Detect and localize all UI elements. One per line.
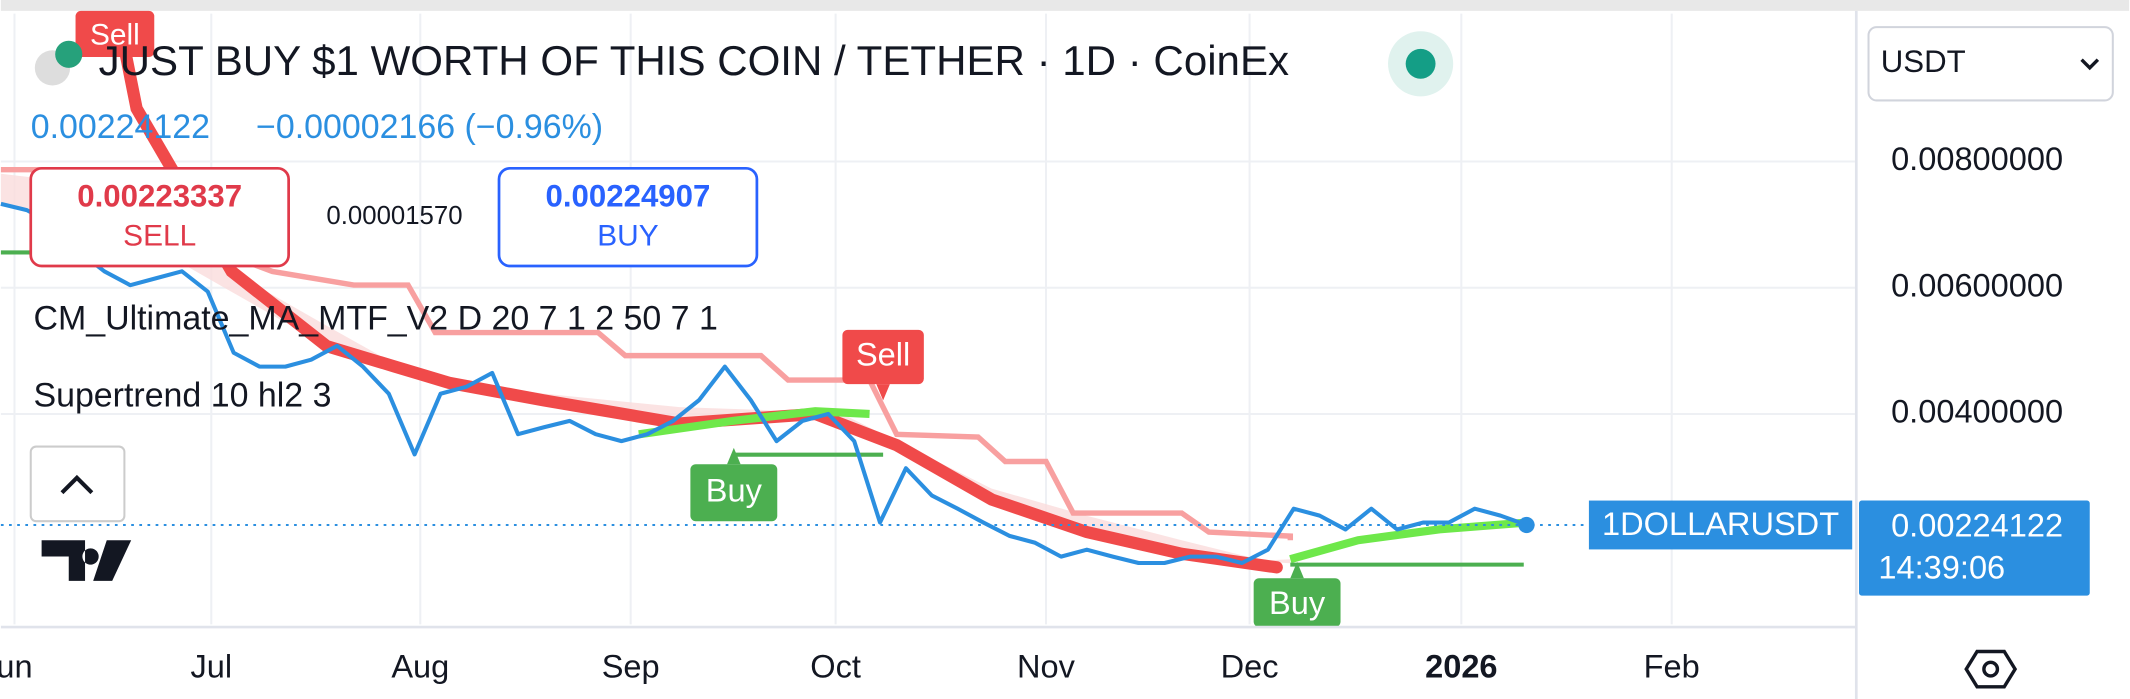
x-tick-label: Aug [391, 649, 449, 685]
signal-label: Buy [1269, 585, 1326, 621]
signal-label: Sell [856, 337, 910, 373]
status-dot [1405, 48, 1436, 79]
buy-price: 0.00224907 [546, 178, 711, 213]
last-price-dot [1518, 516, 1535, 534]
last-price: 0.00224122 [31, 108, 210, 146]
sell-signal: Sell [75, 10, 155, 58]
buy-button[interactable]: 0.00224907 BUY [497, 166, 759, 268]
currency-select[interactable]: USDT [1867, 26, 2114, 102]
indicator-label[interactable]: CM_Ultimate_MA_MTF_V2 D 20 7 1 2 50 7 1 [33, 299, 717, 337]
spread: 0.00001570 [326, 202, 462, 230]
grid [0, 13, 1855, 625]
top-border [0, 0, 2130, 11]
x-tick-label: Dec [1221, 649, 1279, 685]
x-tick-label: Oct [810, 649, 861, 685]
tv-logo [41, 540, 132, 581]
y-tick-label: 0.00600000 [1891, 267, 2063, 303]
sell-label: SELL [123, 219, 196, 252]
symbol-title: JUST BUY $1 WORTH OF THIS COIN / TETHER … [99, 37, 1289, 84]
y-tick-label: 0.00400000 [1891, 394, 2063, 430]
ma-line [116, 34, 1283, 574]
price-change: −0.00002166 (−0.96%) [256, 108, 603, 146]
sell-signal: Sell [842, 329, 924, 401]
buy-signal: Buy [690, 447, 778, 522]
countdown: 14:39:06 [1878, 549, 2005, 585]
buy-signal: Buy [1253, 561, 1341, 628]
sell-price: 0.00223337 [77, 178, 242, 213]
x-tick-label: 2026 [1425, 649, 1497, 685]
currency: USDT [1881, 44, 1966, 79]
x-tick-label: Nov [1017, 649, 1076, 685]
tether-icon [55, 40, 83, 68]
symbol-tag [1588, 500, 1853, 550]
plot [0, 201, 1589, 566]
sell-button[interactable]: 0.00223337 SELL [29, 166, 290, 268]
collapse-button[interactable] [29, 445, 126, 523]
supertrend-up [638, 407, 870, 439]
x-tick-label: Sep [602, 649, 660, 685]
symbol-tag-label: 1DOLLARUSDT [1602, 506, 1839, 542]
indicator-label[interactable]: Supertrend 10 hl2 3 [33, 377, 331, 415]
x-tick-label: un [0, 649, 33, 685]
x-tick-label: Jul [190, 649, 232, 685]
axes: 0.00800000 0.00600000 0.00400000 un Jul Aug Se… [0, 141, 2090, 685]
price-tag-label: 0.00224122 [1891, 507, 2063, 543]
y-tick-label: 0.00800000 [1891, 141, 2063, 177]
signal-label: Sell [90, 19, 140, 52]
x-tick-label: Feb [1644, 649, 1700, 685]
settings-button[interactable] [1964, 649, 2018, 689]
signal-label: Buy [706, 472, 763, 508]
price-line [0, 201, 1528, 566]
price-tag [1859, 500, 2090, 596]
buy-label: BUY [597, 219, 658, 252]
